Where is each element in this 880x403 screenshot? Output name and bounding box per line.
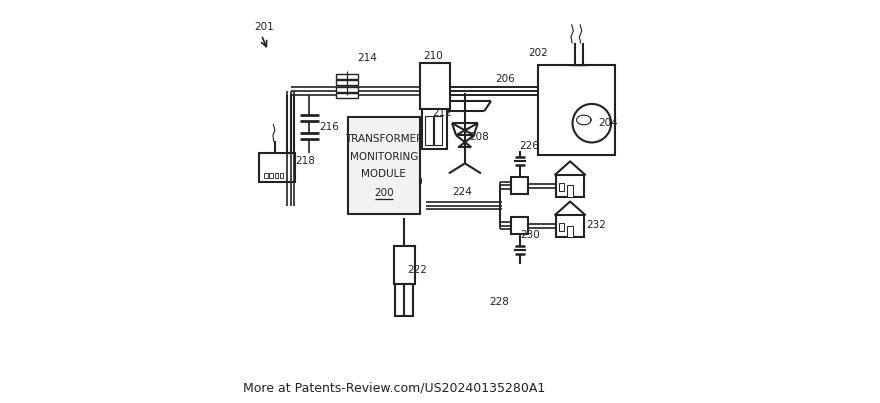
- Bar: [260, 153, 295, 182]
- Bar: [395, 284, 414, 316]
- Bar: [539, 65, 615, 155]
- Text: 230: 230: [520, 230, 540, 240]
- Bar: [389, 188, 411, 193]
- Text: 204: 204: [598, 118, 619, 128]
- Text: MONITORING: MONITORING: [349, 152, 418, 162]
- Bar: [269, 173, 273, 178]
- Text: 222: 222: [407, 265, 427, 275]
- Text: 216: 216: [319, 122, 340, 132]
- Bar: [348, 117, 420, 214]
- Bar: [511, 177, 528, 194]
- Text: 232: 232: [587, 220, 606, 230]
- Text: 214: 214: [357, 53, 378, 63]
- Text: More at Patents-Review.com/US20240135280A1: More at Patents-Review.com/US20240135280…: [243, 381, 546, 394]
- Text: 212: 212: [432, 108, 451, 118]
- Bar: [280, 173, 283, 178]
- Bar: [335, 80, 358, 85]
- Bar: [567, 226, 574, 237]
- Bar: [556, 174, 583, 197]
- Bar: [435, 116, 443, 145]
- Bar: [394, 246, 414, 284]
- Bar: [559, 183, 564, 191]
- Text: 220: 220: [403, 177, 422, 187]
- Bar: [275, 173, 278, 178]
- Bar: [420, 63, 450, 109]
- Text: 201: 201: [254, 22, 275, 32]
- Bar: [335, 74, 358, 79]
- Text: 202: 202: [528, 48, 548, 58]
- Bar: [425, 116, 433, 145]
- Bar: [335, 87, 358, 92]
- Bar: [389, 201, 411, 206]
- Text: 200: 200: [374, 188, 393, 197]
- Bar: [389, 195, 411, 200]
- Bar: [559, 223, 564, 231]
- Text: 226: 226: [519, 141, 539, 151]
- Text: 210: 210: [423, 51, 443, 61]
- Text: MODULE: MODULE: [362, 169, 407, 179]
- Text: 228: 228: [489, 297, 509, 307]
- Text: 224: 224: [452, 187, 472, 197]
- Bar: [567, 185, 574, 197]
- Text: 208: 208: [469, 132, 488, 142]
- Text: TRANSFORMER: TRANSFORMER: [345, 134, 423, 144]
- Bar: [511, 217, 528, 235]
- Bar: [389, 208, 411, 213]
- Bar: [556, 215, 583, 237]
- Bar: [264, 173, 268, 178]
- Text: 206: 206: [495, 74, 515, 84]
- Bar: [422, 109, 447, 149]
- Bar: [335, 93, 358, 98]
- Text: 218: 218: [296, 156, 315, 166]
